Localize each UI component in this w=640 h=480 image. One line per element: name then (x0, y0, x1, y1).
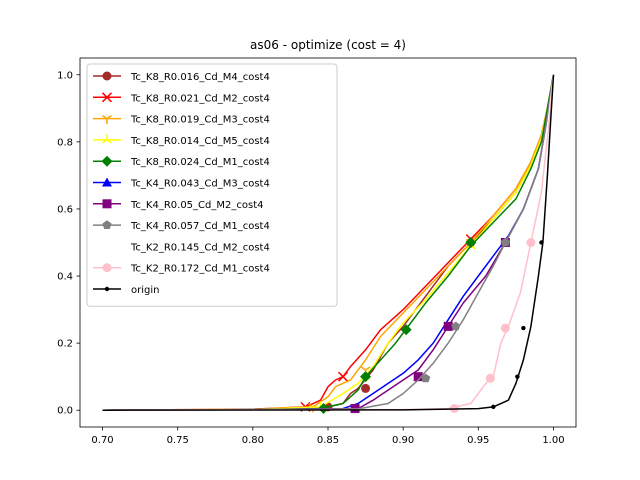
legend-label-4: Tc_K8_R0.024_Cd_M1_cost4 (130, 157, 270, 168)
series-7 (102, 74, 555, 411)
legend-marker-1 (101, 92, 113, 103)
legend-item-10: origin (93, 285, 159, 296)
legend-item-3: Tc_K8_R0.014_Cd_M5_cost4 (93, 134, 270, 147)
y-tick-label-2: 0.4 (57, 272, 73, 283)
x-tick-label-1: 0.75 (167, 435, 189, 446)
legend-label-0: Tc_K8_R0.016_Cd_M4_cost4 (130, 72, 270, 83)
legend-marker-5 (102, 177, 112, 187)
legend-item-8: Tc_K2_R0.145_Cd_M2_cost4 (93, 242, 270, 253)
x-tick-label-0: 0.70 (91, 435, 113, 446)
legend: Tc_K8_R0.016_Cd_M4_cost4 Tc_K8_R0.021_Cd_… (86, 63, 338, 307)
x-tick-label-2: 0.80 (242, 435, 264, 446)
legend-item-4: Tc_K8_R0.024_Cd_M1_cost4 (93, 155, 270, 168)
y-tick-label-1: 0.2 (57, 339, 73, 350)
series-marker-4-3 (465, 237, 477, 248)
legend-label-2: Tc_K8_R0.019_Cd_M3_cost4 (130, 115, 270, 126)
legend-item-9: Tc_K2_R0.172_Cd_M1_cost4 (93, 263, 270, 275)
series-marker-9-1 (485, 373, 495, 383)
y-tick-label-4: 0.8 (57, 137, 73, 148)
legend-label-7: Tc_K4_R0.057_Cd_M1_cost4 (130, 221, 270, 232)
legend-item-6: Tc_K4_R0.05_Cd_M2_cost4 (93, 199, 263, 211)
series-marker-10-3 (539, 240, 544, 245)
chart-title: as06 - optimize (cost = 4) (250, 38, 406, 52)
series-marker-10-1 (515, 374, 520, 379)
x-tick-label-3: 0.85 (317, 435, 339, 446)
legend-item-1: Tc_K8_R0.021_Cd_M2_cost4 (93, 92, 270, 104)
series-line-10 (102, 74, 555, 411)
legend-marker-0 (102, 71, 112, 81)
legend-label-6: Tc_K4_R0.05_Cd_M2_cost4 (130, 200, 263, 211)
legend-item-5: Tc_K4_R0.043_Cd_M3_cost4 (93, 177, 270, 190)
legend-box (86, 63, 338, 307)
series-marker-7-0 (421, 373, 431, 383)
series-marker-9-2 (500, 323, 510, 333)
series-marker-7-1 (451, 321, 461, 331)
x-tick-label-4: 0.90 (392, 435, 414, 446)
series-line-2 (102, 74, 555, 411)
legend-label-3: Tc_K8_R0.014_Cd_M5_cost4 (130, 136, 270, 147)
series-marker-7-2 (500, 237, 510, 247)
series-line-7 (102, 74, 555, 411)
x-tick-label-6: 1.00 (542, 435, 564, 446)
legend-item-2: Tc_K8_R0.019_Cd_M3_cost4 (93, 115, 270, 126)
series-line-4 (102, 74, 555, 411)
series-marker-9-3 (526, 238, 536, 247)
legend-item-7: Tc_K4_R0.057_Cd_M1_cost4 (93, 220, 270, 232)
series-marker-10-2 (521, 325, 526, 331)
plot-area (102, 74, 555, 415)
series-marker-10-0 (491, 404, 496, 410)
axes: 0.70 0.75 0.80 0.85 0.90 0.95 1.00 0.0 0.2 0.4 0.6… (57, 57, 577, 446)
legend-item-0: Tc_K8_R0.016_Cd_M4_cost4 (93, 71, 270, 83)
legend-marker-10 (104, 286, 110, 292)
series-line-3 (102, 74, 555, 411)
series-10 (102, 74, 555, 411)
series-marker-4-2 (400, 324, 412, 336)
legend-label-9: Tc_K2_R0.172_Cd_M1_cost4 (130, 264, 270, 275)
series-marker-0-1 (361, 383, 371, 393)
legend-label-1: Tc_K8_R0.021_Cd_M2_cost4 (130, 93, 270, 104)
series-marker-4-1 (360, 371, 372, 383)
legend-marker-9 (102, 263, 112, 273)
y-tick-label-5: 1.0 (57, 70, 73, 81)
series-marker-1-1 (337, 371, 349, 382)
legend-marker-6 (102, 199, 112, 209)
legend-label-10: origin (131, 285, 159, 296)
series-marker-6-2 (443, 321, 453, 331)
legend-marker-2 (102, 114, 112, 125)
legend-marker-4 (101, 155, 113, 167)
legend-label-5: Tc_K4_R0.043_Cd_M3_cost4 (130, 179, 270, 190)
y-tick-label-3: 0.6 (57, 204, 73, 215)
y-tick-label-0: 0.0 (57, 406, 73, 417)
legend-marker-7 (102, 220, 112, 229)
legend-marker-3 (102, 134, 112, 144)
series-4 (102, 74, 555, 415)
legend-label-8: Tc_K2_R0.145_Cd_M2_cost4 (130, 242, 270, 253)
x-tick-label-5: 0.95 (467, 435, 489, 446)
series-marker-6-1 (413, 372, 423, 382)
